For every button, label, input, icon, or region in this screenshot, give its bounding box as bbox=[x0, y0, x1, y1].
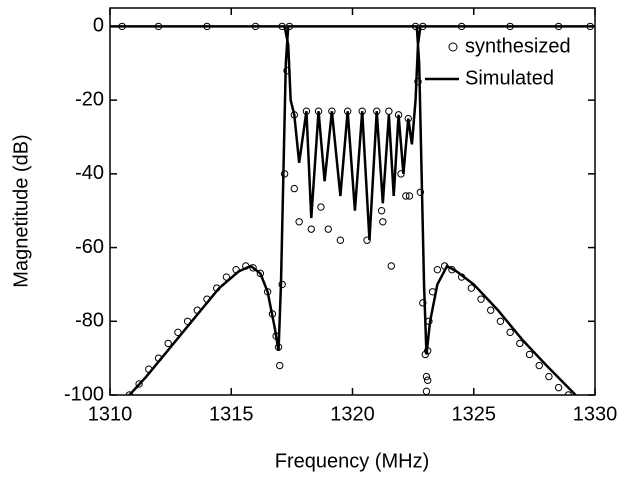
data-point bbox=[416, 188, 425, 196]
data-point bbox=[422, 372, 431, 381]
data-line bbox=[110, 25, 595, 395]
data-point bbox=[487, 306, 495, 314]
x-tick-label: 1330 bbox=[573, 403, 618, 425]
data-point bbox=[135, 380, 143, 388]
data-point bbox=[545, 372, 553, 381]
data-point bbox=[290, 184, 298, 193]
data-point bbox=[387, 262, 395, 270]
plot-frame bbox=[109, 7, 596, 396]
data-point bbox=[324, 225, 332, 233]
x-tick-label: 1325 bbox=[452, 403, 497, 425]
y-tick-label: -100 bbox=[64, 383, 104, 405]
data-point bbox=[164, 339, 172, 348]
x-axis-label: Frequency (MHz) bbox=[275, 450, 429, 472]
data-point bbox=[506, 328, 514, 337]
data-point bbox=[336, 236, 345, 244]
y-tick-label: 0 bbox=[93, 15, 104, 37]
data-point bbox=[419, 299, 427, 307]
y-tick-label: -40 bbox=[75, 162, 104, 184]
legend-label: synthesized bbox=[465, 35, 571, 57]
data-point bbox=[496, 317, 505, 325]
x-tick-label: 1310 bbox=[88, 403, 133, 425]
data-point bbox=[477, 295, 485, 303]
data-point bbox=[276, 361, 284, 370]
y-tick-label: -80 bbox=[75, 310, 104, 332]
data-point bbox=[535, 361, 543, 370]
data-point bbox=[174, 328, 182, 337]
data-point bbox=[379, 218, 387, 226]
data-point bbox=[405, 192, 414, 200]
legend-marker bbox=[448, 42, 458, 52]
data-point bbox=[307, 225, 315, 233]
data-point bbox=[516, 339, 524, 348]
x-tick-label: 1320 bbox=[330, 403, 375, 425]
data-point bbox=[554, 383, 563, 392]
data-point bbox=[377, 207, 386, 215]
data-point bbox=[249, 264, 257, 272]
data-point bbox=[423, 376, 432, 384]
y-axis-label: Magnetitude (dB) bbox=[10, 134, 32, 287]
data-point bbox=[525, 350, 534, 359]
data-point bbox=[433, 265, 442, 274]
y-tick-label: -60 bbox=[75, 236, 104, 258]
data-point bbox=[295, 218, 303, 226]
legend-label: Simulated bbox=[465, 67, 554, 89]
y-tick-label: -20 bbox=[75, 88, 104, 110]
data-point bbox=[414, 78, 422, 86]
data-point bbox=[422, 387, 431, 395]
data-point bbox=[467, 284, 476, 292]
data-point bbox=[385, 107, 393, 115]
data-point bbox=[402, 192, 410, 200]
x-tick-label: 1315 bbox=[209, 403, 254, 425]
data-point bbox=[317, 203, 325, 211]
